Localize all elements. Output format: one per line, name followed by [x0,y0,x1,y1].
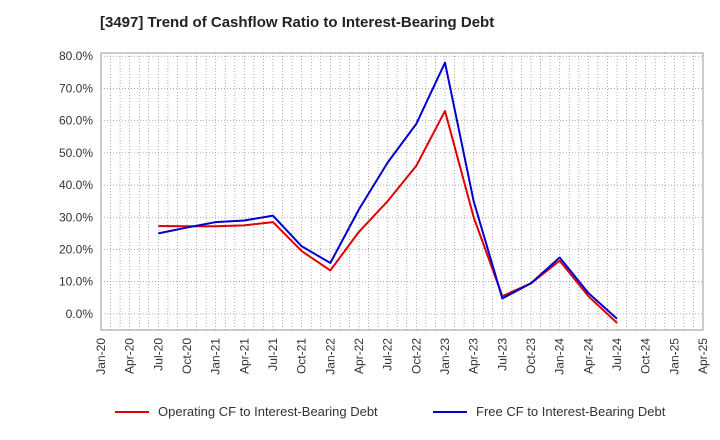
x-tick-label: Jul-23 [495,338,509,371]
x-tick-label: Jan-23 [438,338,452,375]
x-tick-label: Jan-22 [323,338,337,375]
x-tick-label: Jan-25 [667,338,681,375]
x-tick-label: Apr-24 [581,338,595,374]
x-tick-label: Apr-20 [123,338,137,374]
y-tick-label: 40.0% [59,178,93,192]
x-tick-label: Jan-24 [553,338,567,375]
y-tick-label: 20.0% [59,242,93,256]
chart-legend: Operating CF to Interest-Bearing Debt Fr… [0,404,720,426]
legend-label-operating-cf: Operating CF to Interest-Bearing Debt [158,404,378,419]
x-tick-label: Apr-22 [352,338,366,374]
x-tick-label: Jul-20 [151,338,165,371]
legend-item-free-cf: Free CF to Interest-Bearing Debt [433,404,665,419]
legend-item-operating-cf: Operating CF to Interest-Bearing Debt [115,404,378,419]
x-tick-label: Oct-20 [180,338,194,374]
x-tick-label: Jul-24 [610,338,624,371]
y-tick-label: 50.0% [59,146,93,160]
legend-label-free-cf: Free CF to Interest-Bearing Debt [476,404,666,419]
x-tick-label: Oct-23 [524,338,538,374]
y-tick-label: 10.0% [59,275,93,289]
x-tick-label: Oct-21 [295,338,309,374]
x-tick-label: Jul-22 [381,338,395,371]
y-tick-label: 80.0% [59,49,93,63]
x-tick-label: Oct-24 [639,338,653,374]
y-tick-label: 70.0% [59,81,93,95]
x-tick-label: Jan-20 [94,338,108,375]
legend-swatch-operating-cf [115,410,149,413]
x-tick-label: Jan-21 [209,338,223,375]
y-tick-label: 30.0% [59,210,93,224]
x-tick-label: Oct-22 [409,338,423,374]
line-chart: 0.0% 10.0% 20.0% 30.0% 40.0% 50.0% 60.0% 70.0% 8… [59,49,710,375]
plot-area [100,52,704,331]
x-tick-label: Apr-23 [467,338,481,374]
legend-swatch-free-cf [433,410,467,413]
x-tick-label: Apr-25 [696,338,710,374]
series-line-1 [158,61,618,320]
y-tick-label: 0.0% [66,307,94,321]
x-tick-label: Apr-21 [237,338,251,374]
y-tick-label: 60.0% [59,114,93,128]
chart-title: [3497] Trend of Cashflow Ratio to Intere… [100,14,495,31]
x-tick-label: Jul-21 [266,338,280,371]
